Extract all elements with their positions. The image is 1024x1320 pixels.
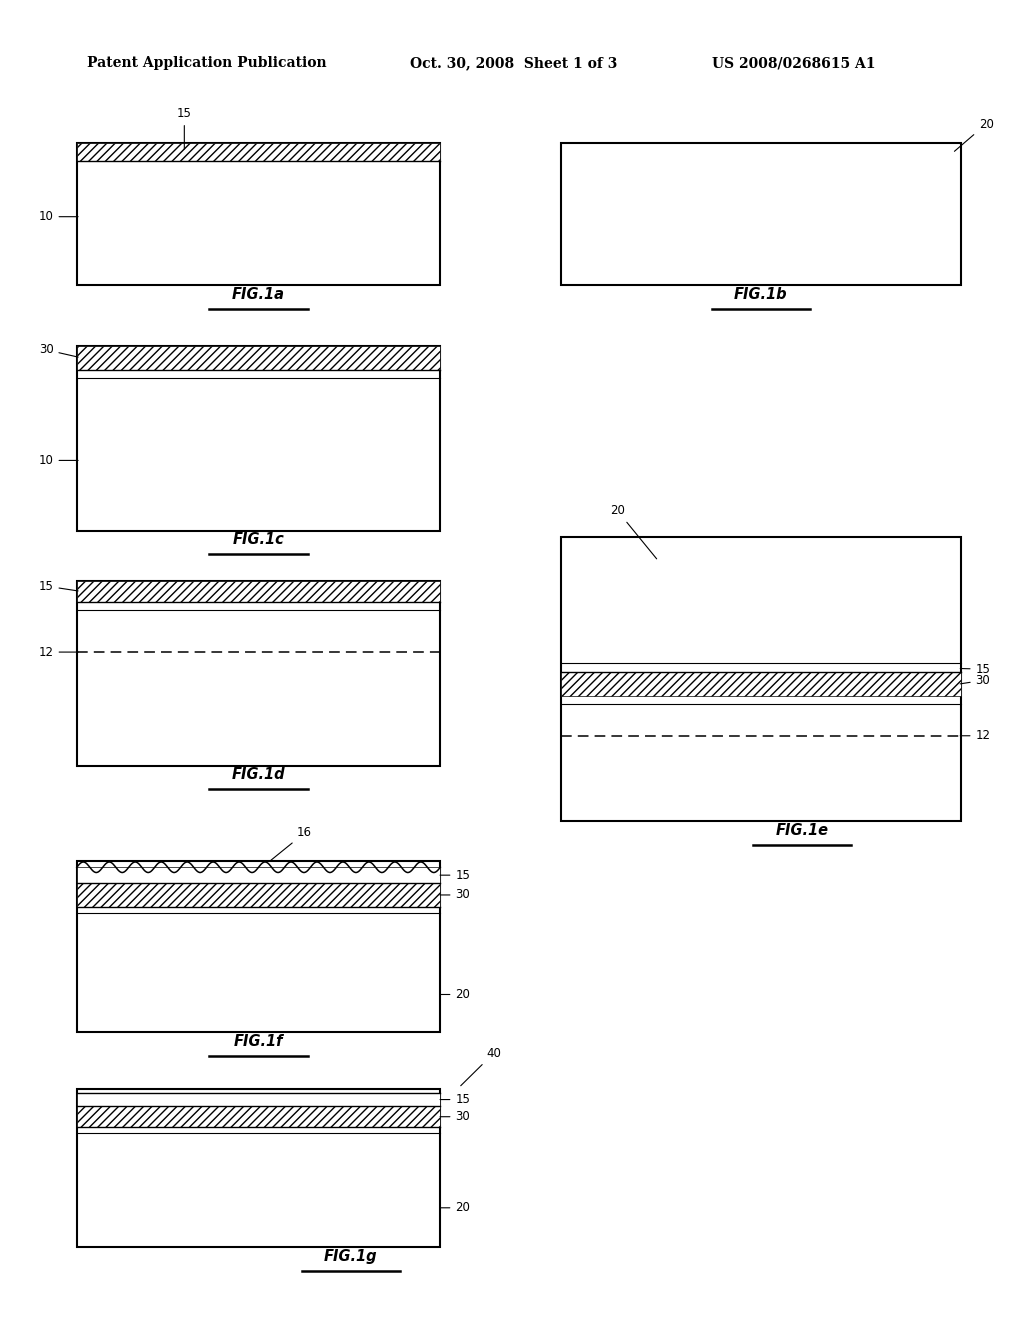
Text: 30: 30: [440, 888, 470, 902]
Bar: [77, 346, 440, 370]
Bar: [77, 883, 440, 907]
Bar: [77, 581, 440, 602]
Text: 30: 30: [961, 673, 990, 686]
Text: 15: 15: [177, 107, 191, 149]
Text: FIG.1a: FIG.1a: [232, 286, 285, 302]
Text: FIG.1e: FIG.1e: [775, 822, 828, 838]
Bar: [77, 867, 440, 883]
Text: 12: 12: [961, 729, 990, 742]
Text: US 2008/0268615 A1: US 2008/0268615 A1: [712, 57, 876, 70]
Text: 30: 30: [440, 1110, 470, 1123]
Bar: [77, 143, 440, 285]
Text: 12: 12: [39, 645, 78, 659]
Text: Patent Application Publication: Patent Application Publication: [87, 57, 327, 70]
Bar: [561, 143, 961, 285]
Bar: [77, 861, 440, 1032]
Text: 15: 15: [440, 1093, 470, 1106]
Bar: [561, 672, 961, 696]
Text: FIG.1f: FIG.1f: [233, 1034, 284, 1049]
Bar: [77, 581, 440, 766]
Text: 30: 30: [39, 343, 78, 358]
Text: 40: 40: [461, 1047, 501, 1086]
Bar: [561, 537, 961, 821]
Bar: [77, 1089, 440, 1247]
Bar: [77, 143, 440, 161]
Text: 20: 20: [610, 504, 656, 558]
Bar: [77, 1106, 440, 1127]
Text: 20: 20: [440, 987, 470, 1001]
Text: Oct. 30, 2008  Sheet 1 of 3: Oct. 30, 2008 Sheet 1 of 3: [410, 57, 617, 70]
Text: 20: 20: [440, 1201, 470, 1214]
Text: 10: 10: [39, 210, 78, 223]
Text: 20: 20: [954, 117, 993, 152]
Text: 16: 16: [271, 826, 312, 861]
Text: FIG.1d: FIG.1d: [231, 767, 286, 783]
Bar: [77, 346, 440, 531]
Bar: [77, 1093, 440, 1106]
Text: 15: 15: [961, 663, 990, 676]
Text: FIG.1g: FIG.1g: [324, 1249, 378, 1265]
Text: FIG.1c: FIG.1c: [232, 532, 285, 548]
Text: 15: 15: [39, 579, 78, 593]
Text: FIG.1b: FIG.1b: [734, 286, 787, 302]
Text: 15: 15: [440, 869, 470, 882]
Text: 10: 10: [39, 454, 78, 467]
